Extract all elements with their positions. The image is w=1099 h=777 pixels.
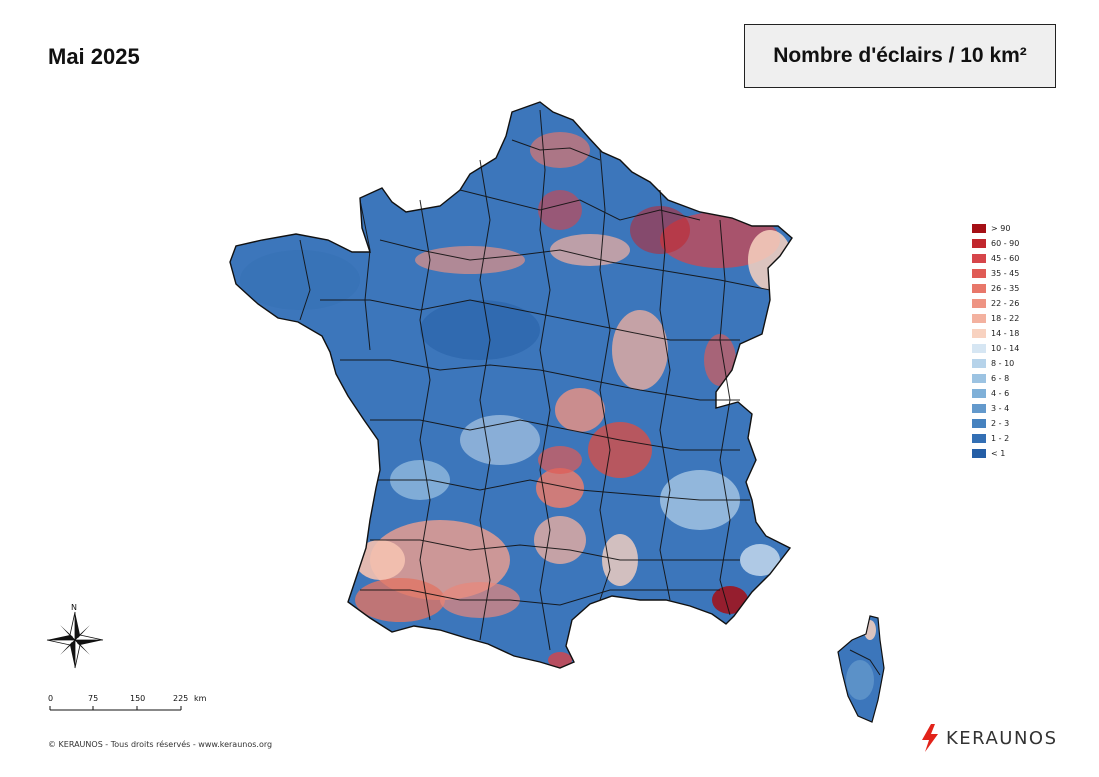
legend-label: 10 - 14 bbox=[991, 343, 1020, 353]
legend-swatch bbox=[972, 238, 986, 248]
legend-title-box: Nombre d'éclairs / 10 km² bbox=[744, 24, 1056, 88]
legend-item: 45 - 60 bbox=[972, 252, 1019, 264]
brand-name: KERAUNOS bbox=[946, 727, 1058, 749]
legend-swatch bbox=[972, 253, 986, 263]
scale-labels: 0 75 150 225 km bbox=[48, 694, 218, 706]
legend-label: 18 - 22 bbox=[991, 313, 1020, 323]
legend-title: Nombre d'éclairs / 10 km² bbox=[773, 44, 1027, 67]
legend-label: 22 - 26 bbox=[991, 298, 1020, 308]
legend-item: 8 - 10 bbox=[972, 357, 1019, 369]
legend-label: < 1 bbox=[991, 448, 1006, 458]
legend-item: 18 - 22 bbox=[972, 312, 1019, 324]
legend-label: 45 - 60 bbox=[991, 253, 1020, 263]
legend-label: 35 - 45 bbox=[991, 268, 1020, 278]
legend-swatch bbox=[972, 373, 986, 383]
legend-swatch bbox=[972, 328, 986, 338]
legend-label: 1 - 2 bbox=[991, 433, 1010, 443]
legend-swatch bbox=[972, 388, 986, 398]
legend-item: 1 - 2 bbox=[972, 432, 1019, 444]
scale-unit: km bbox=[194, 694, 207, 703]
legend-label: 26 - 35 bbox=[991, 283, 1020, 293]
legend-item: 3 - 4 bbox=[972, 402, 1019, 414]
legend-item: > 90 bbox=[972, 222, 1019, 234]
legend-swatch bbox=[972, 433, 986, 443]
legend-swatch bbox=[972, 418, 986, 428]
legend-item: < 1 bbox=[972, 447, 1019, 459]
legend-swatch bbox=[972, 313, 986, 323]
legend-swatch bbox=[972, 283, 986, 293]
legend-label: > 90 bbox=[991, 223, 1011, 233]
compass-rose-icon bbox=[46, 611, 104, 669]
scale-tick-150: 150 bbox=[130, 694, 146, 703]
legend-item: 10 - 14 bbox=[972, 342, 1019, 354]
legend-label: 6 - 8 bbox=[991, 373, 1010, 383]
legend-item: 4 - 6 bbox=[972, 387, 1019, 399]
legend-label: 14 - 18 bbox=[991, 328, 1020, 338]
legend-label: 60 - 90 bbox=[991, 238, 1020, 248]
legend-item: 6 - 8 bbox=[972, 372, 1019, 384]
map-title: Mai 2025 bbox=[48, 44, 140, 69]
legend-item: 2 - 3 bbox=[972, 417, 1019, 429]
keraunos-logo: KERAUNOS bbox=[920, 723, 1058, 753]
legend-label: 8 - 10 bbox=[991, 358, 1015, 368]
legend-swatch bbox=[972, 343, 986, 353]
scale-tick-75: 75 bbox=[88, 694, 99, 703]
legend-item: 26 - 35 bbox=[972, 282, 1019, 294]
legend-item: 60 - 90 bbox=[972, 237, 1019, 249]
legend-swatch bbox=[972, 298, 986, 308]
scale-bar bbox=[49, 706, 182, 711]
legend-label: 3 - 4 bbox=[991, 403, 1010, 413]
department-borders bbox=[299, 109, 881, 676]
legend-item: 14 - 18 bbox=[972, 327, 1019, 339]
legend-swatch bbox=[972, 358, 986, 368]
legend-label: 4 - 6 bbox=[991, 388, 1010, 398]
legend-item: 35 - 45 bbox=[972, 267, 1019, 279]
legend-swatch bbox=[972, 448, 986, 458]
color-legend: > 90 60 - 90 45 - 60 35 - 45 26 - 35 22 - 26 1… bbox=[972, 222, 1019, 459]
scale-tick-0: 0 bbox=[48, 694, 54, 703]
legend-swatch bbox=[972, 403, 986, 413]
north-label: N bbox=[71, 603, 77, 612]
legend-swatch bbox=[972, 223, 986, 233]
scale-tick-225: 225 bbox=[173, 694, 189, 703]
lightning-bolt-icon bbox=[922, 724, 938, 752]
legend-item: 22 - 26 bbox=[972, 297, 1019, 309]
legend-label: 2 - 3 bbox=[991, 418, 1010, 428]
copyright-text: © KERAUNOS - Tous droits réservés - www.… bbox=[48, 740, 273, 749]
legend-swatch bbox=[972, 268, 986, 278]
